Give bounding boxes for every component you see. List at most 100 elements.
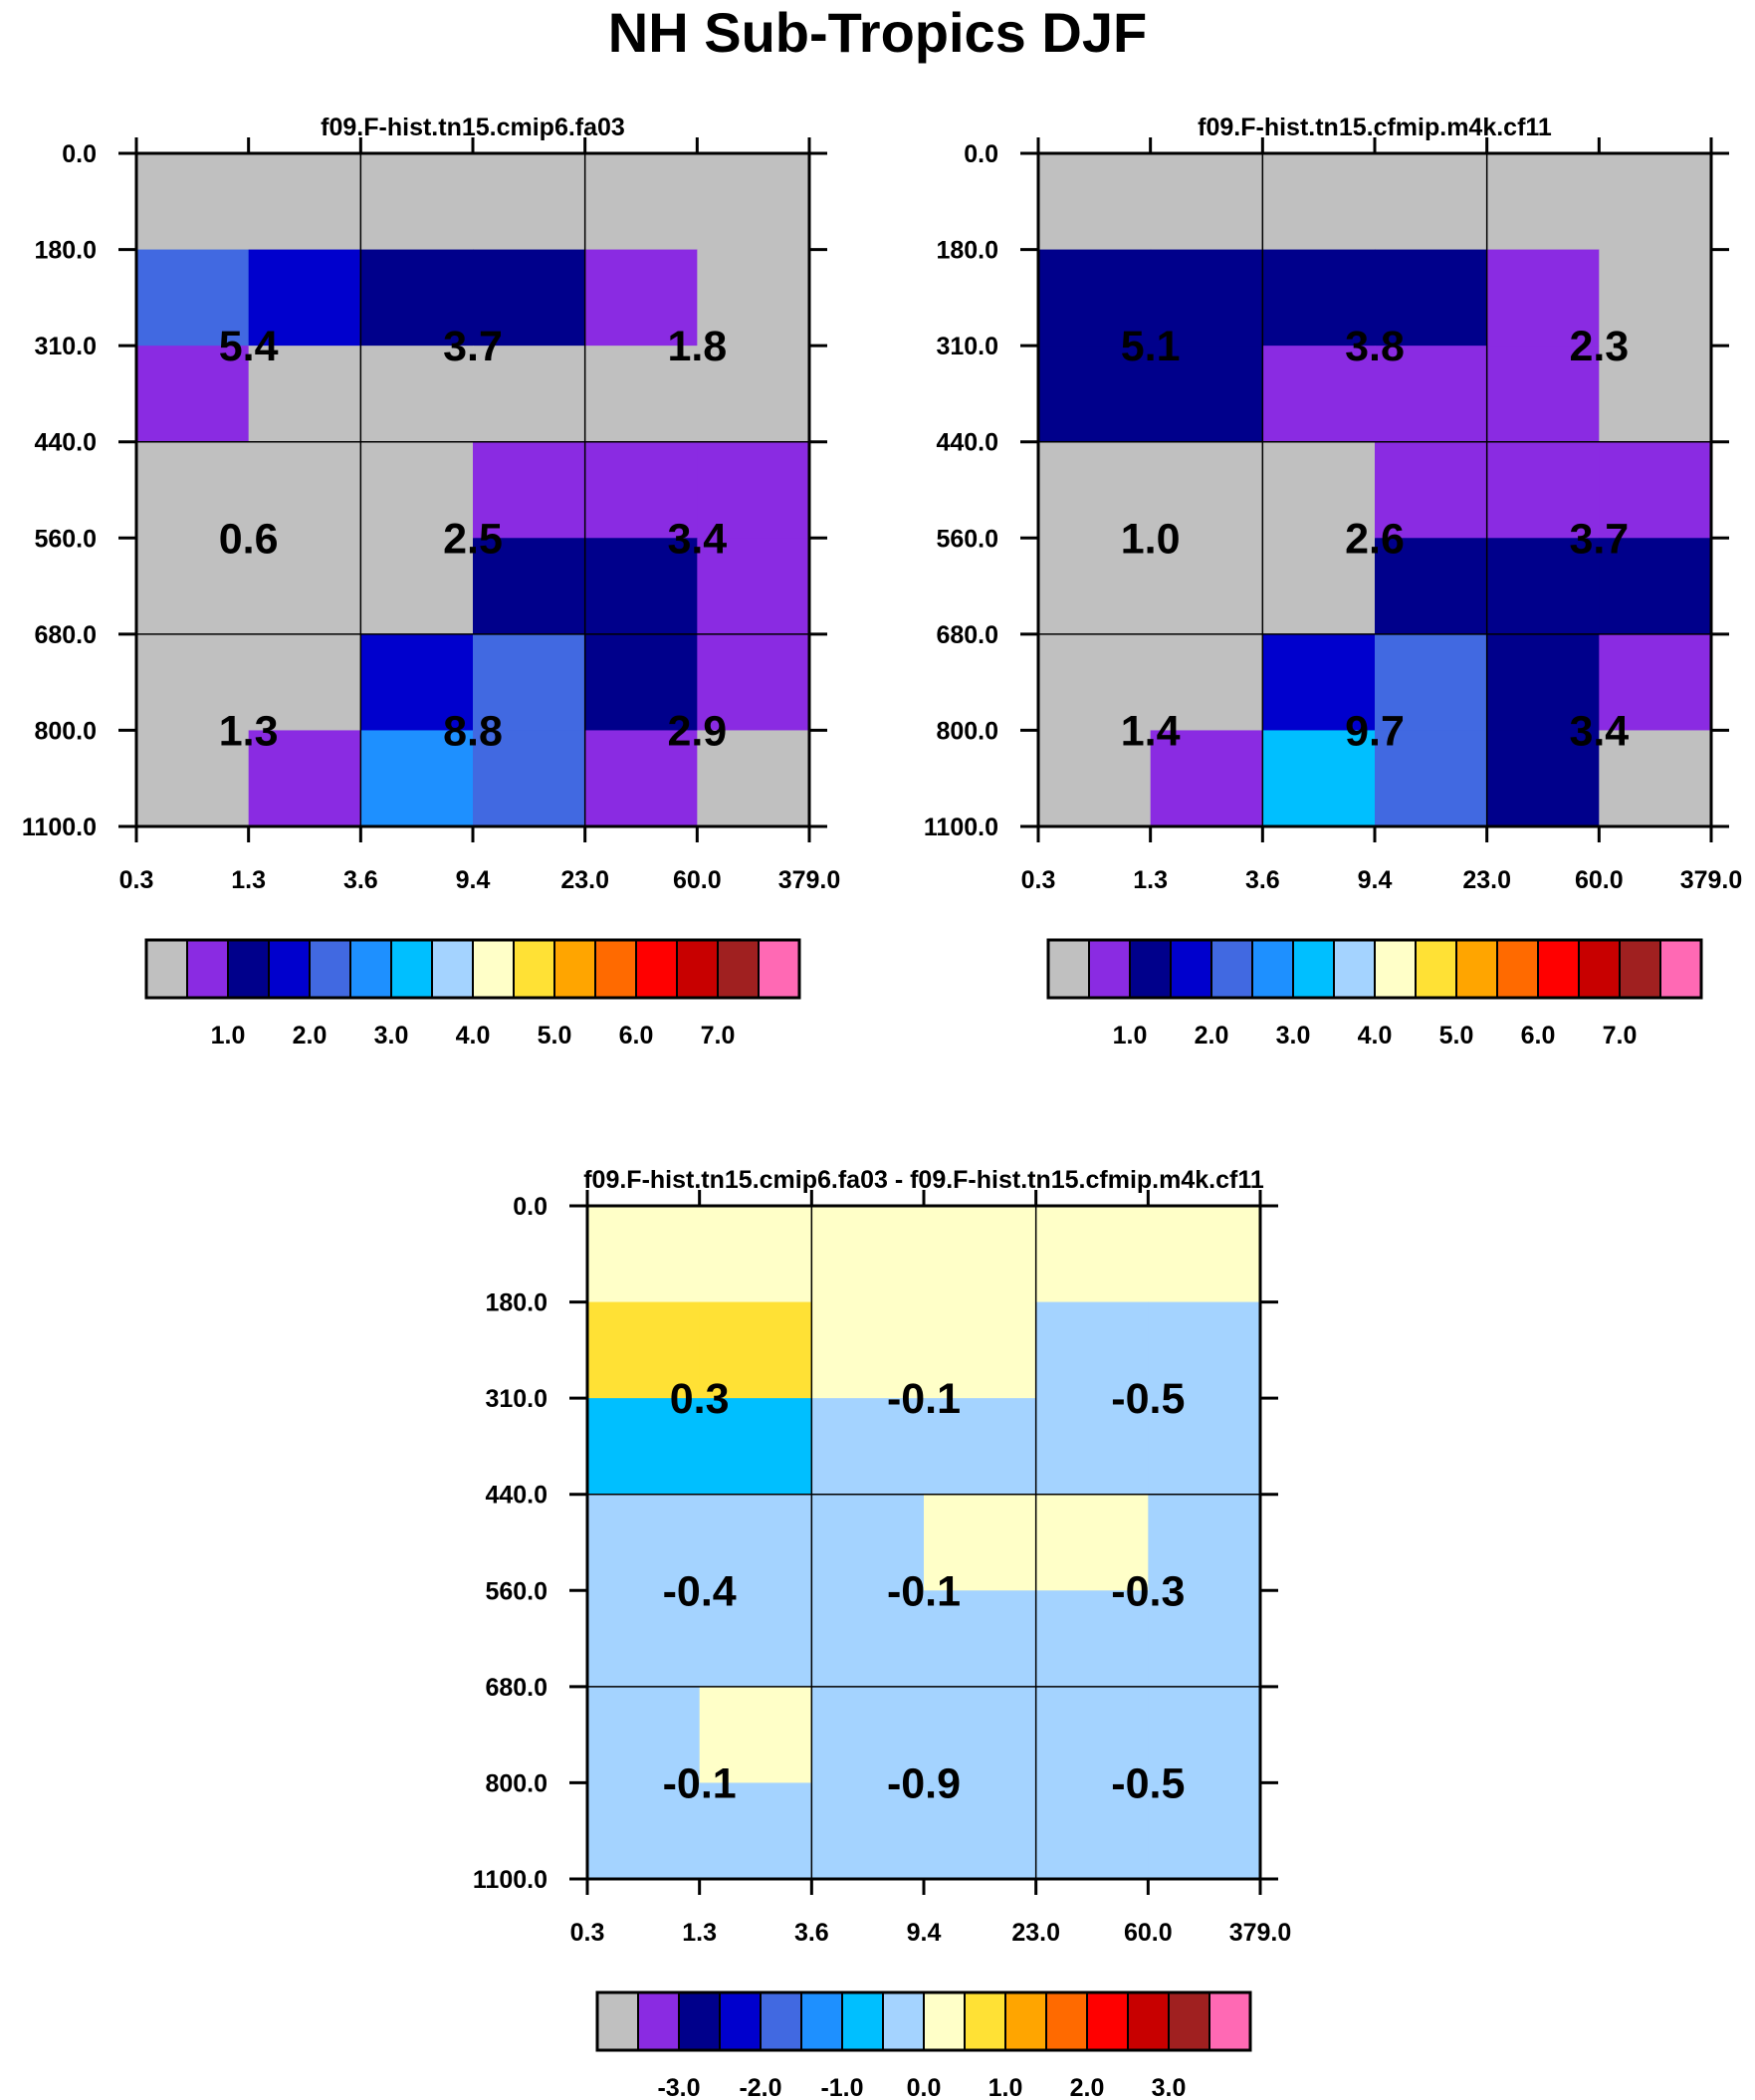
- colorbar-label: -1.0: [820, 2074, 863, 2100]
- y-tick-label: 440.0: [34, 429, 97, 457]
- heatmap-cell: [1150, 153, 1263, 251]
- x-tick-label: 3.6: [1245, 866, 1280, 894]
- y-tick-label: 0.0: [513, 1193, 548, 1221]
- heatmap-cell: [587, 1590, 701, 1688]
- heatmap-cell: [1148, 1494, 1261, 1591]
- colorbar-box: [1496, 939, 1539, 999]
- colorbar-frame: [1046, 938, 1703, 1000]
- colorbar-box: [186, 939, 229, 999]
- colorbar-box: [800, 1991, 843, 2051]
- heatmap-cell: [1262, 730, 1376, 827]
- colorbar-box: [637, 1991, 680, 2051]
- y-tick-label: 1100.0: [22, 814, 97, 841]
- heatmap-cell: [1035, 1301, 1149, 1399]
- colorbar-label: 3.0: [1152, 2074, 1187, 2100]
- x-tick-label: 9.4: [907, 1919, 942, 1947]
- x-tick-label: 60.0: [1575, 866, 1624, 894]
- cell-value-label: 0.6: [219, 515, 279, 563]
- heatmap-cell: [697, 249, 810, 347]
- x-tick-label: 23.0: [1011, 1919, 1060, 1947]
- x-tick-label: 379.0: [778, 866, 841, 894]
- heatmap-cell: [811, 1398, 925, 1496]
- cell-value-label: -0.1: [663, 1759, 737, 1807]
- y-tick-label: 680.0: [485, 1674, 548, 1702]
- colorbar-box: [1047, 939, 1090, 999]
- heatmap-cell: [587, 1301, 701, 1399]
- colorbar-box: [1251, 939, 1294, 999]
- y-tick-label: 680.0: [34, 621, 97, 649]
- heatmap-cell: [473, 730, 586, 827]
- colorbar-label: -2.0: [739, 2074, 781, 2100]
- heatmap-cell: [811, 1206, 925, 1303]
- heatmap-cell: [1375, 730, 1488, 827]
- heatmap-cell: [1035, 1398, 1149, 1496]
- colorbar-box: [923, 1991, 966, 2051]
- y-tick-label: 560.0: [34, 525, 97, 553]
- x-tick-label: 60.0: [1124, 1919, 1173, 1947]
- colorbar-label: 7.0: [701, 1022, 736, 1050]
- colorbar-label: 3.0: [374, 1022, 409, 1050]
- heatmap-cell: [1486, 441, 1600, 539]
- heatmap-cell: [924, 1301, 1037, 1399]
- heatmap-cell: [697, 633, 810, 732]
- heatmap-cell: [587, 1206, 701, 1303]
- colorbar-box: [1170, 939, 1212, 999]
- heatmap-cell: [697, 730, 810, 827]
- heatmap-cell: [360, 153, 474, 251]
- heatmap-cell: [697, 346, 810, 443]
- colorbar-box: [513, 939, 555, 999]
- colorbar-label: 2.0: [1195, 1022, 1229, 1050]
- heatmap-cell: [924, 1494, 1037, 1591]
- cell-value-label: 2.3: [1569, 323, 1629, 370]
- y-tick-label: 680.0: [936, 621, 998, 649]
- colorbar-label: 1.0: [988, 2074, 1023, 2100]
- x-tick-label: 1.3: [1133, 866, 1168, 894]
- heatmap-cell: [1375, 346, 1488, 443]
- colorbar-box: [719, 1991, 762, 2051]
- y-tick-label: 310.0: [485, 1385, 548, 1413]
- x-tick-label: 0.3: [570, 1919, 605, 1947]
- heatmap-cell: [473, 249, 586, 347]
- cell-value-label: 1.0: [1121, 515, 1181, 563]
- heatmap-cell: [248, 633, 361, 732]
- heatmap-cell: [473, 538, 586, 635]
- heatmap-cell: [360, 633, 474, 732]
- y-tick-label: 310.0: [936, 333, 998, 360]
- heatmap-cell: [811, 1686, 925, 1784]
- cell-value-label: 3.7: [1569, 515, 1629, 563]
- colorbar-label: -3.0: [657, 2074, 700, 2100]
- y-tick-label: 180.0: [34, 237, 97, 265]
- y-tick-label: 0.0: [62, 140, 97, 168]
- heatmap-cell: [248, 538, 361, 635]
- cell-value-label: 2.5: [443, 515, 503, 563]
- heatmap-cell: [699, 1398, 812, 1496]
- colorbar-box: [1168, 1991, 1210, 2051]
- heatmap-cell: [1035, 1206, 1149, 1303]
- heatmap-cell: [811, 1301, 925, 1399]
- heatmap-cell: [811, 1590, 925, 1688]
- heatmap-cell: [1150, 538, 1263, 635]
- heatmap-cell: [248, 346, 361, 443]
- heatmap-cell: [924, 1398, 1037, 1496]
- x-tick-label: 23.0: [560, 866, 609, 894]
- heatmap-cell: [1150, 633, 1263, 732]
- colorbar-box: [841, 1991, 884, 2051]
- heatmap-cell: [1486, 346, 1600, 443]
- heatmap-cell: [1150, 441, 1263, 539]
- cell-value-label: 1.4: [1121, 707, 1181, 755]
- y-tick-label: 180.0: [485, 1289, 548, 1317]
- heatmap-cell: [1035, 1782, 1149, 1880]
- heatmap-cell: [1038, 538, 1152, 635]
- heatmap-cell: [360, 441, 474, 539]
- heatmap-cell: [136, 346, 250, 443]
- colorbar-box: [145, 939, 188, 999]
- cell-value-label: 9.7: [1345, 707, 1405, 755]
- colorbar-box: [1455, 939, 1498, 999]
- heatmap-cell: [924, 1590, 1037, 1688]
- heatmap-cell: [811, 1782, 925, 1880]
- colorbar-label: 6.0: [619, 1022, 654, 1050]
- colorbar-box: [1004, 1991, 1047, 2051]
- colorbar-box: [882, 1991, 925, 2051]
- heatmap-cell: [360, 538, 474, 635]
